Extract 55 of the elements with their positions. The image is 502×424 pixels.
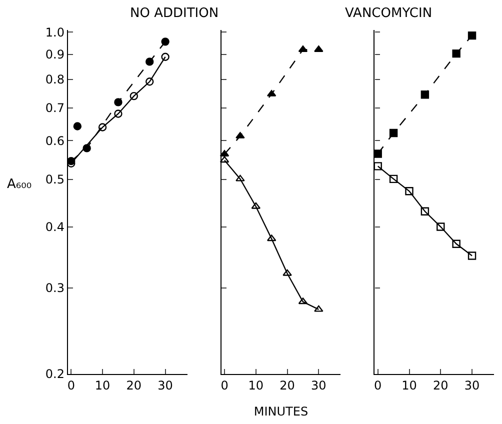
point (452, 49, 460, 58)
point (161, 38, 170, 46)
x-tick-label: 30 (311, 378, 326, 392)
point (420, 207, 430, 216)
x-tick-label: 30 (158, 378, 173, 392)
point (73, 122, 82, 130)
point (266, 90, 276, 96)
y-tick-label: 1.0 (45, 25, 64, 40)
point (282, 269, 292, 276)
point (236, 132, 245, 138)
chart-title: VANCOMYCIN (345, 6, 432, 21)
y-tick-label: 0.7 (45, 101, 64, 116)
point (161, 52, 170, 61)
point (436, 222, 445, 231)
x-tick-label: 10 (248, 378, 264, 392)
y-axis-title: A₆₀₀ (7, 177, 32, 192)
y-tick-label: 0.9 (45, 48, 64, 62)
point (114, 110, 122, 118)
point (146, 78, 154, 86)
point (114, 98, 122, 106)
x-tick-label: 0 (220, 378, 228, 392)
x-axis-title: MINUTES (254, 404, 308, 418)
y-tick-label: 0.3 (45, 281, 64, 296)
x-tick-label: 0 (67, 378, 75, 392)
point (452, 240, 460, 248)
y-tick-label: 0.2 (45, 367, 64, 382)
point (389, 128, 398, 138)
point (236, 174, 245, 182)
point (220, 156, 230, 163)
chart-title: NO ADDITION (130, 6, 219, 21)
point (130, 92, 138, 100)
x-tick-label: 10 (402, 378, 417, 392)
point (420, 90, 430, 99)
y-tick-label: 0.8 (45, 72, 64, 87)
point (468, 252, 476, 260)
point (374, 150, 382, 158)
point (389, 174, 398, 184)
point (468, 31, 476, 40)
y-tick-label: 0.4 (45, 220, 64, 234)
y-tick-label: 0.6 (45, 134, 64, 148)
point (374, 162, 382, 170)
x-tick-label: 30 (464, 378, 480, 392)
x-tick-label: 10 (94, 378, 110, 392)
point (146, 58, 154, 66)
point (298, 298, 308, 304)
point (314, 305, 324, 312)
y-tick-label: 0.5 (45, 172, 64, 187)
x-tick-label: 0 (374, 378, 382, 392)
point (251, 202, 261, 209)
x-tick-label: 20 (280, 378, 295, 392)
point (266, 234, 276, 242)
point (98, 123, 107, 132)
x-tick-label: 20 (433, 378, 448, 392)
x-tick-label: 20 (126, 378, 142, 392)
point (405, 187, 414, 196)
